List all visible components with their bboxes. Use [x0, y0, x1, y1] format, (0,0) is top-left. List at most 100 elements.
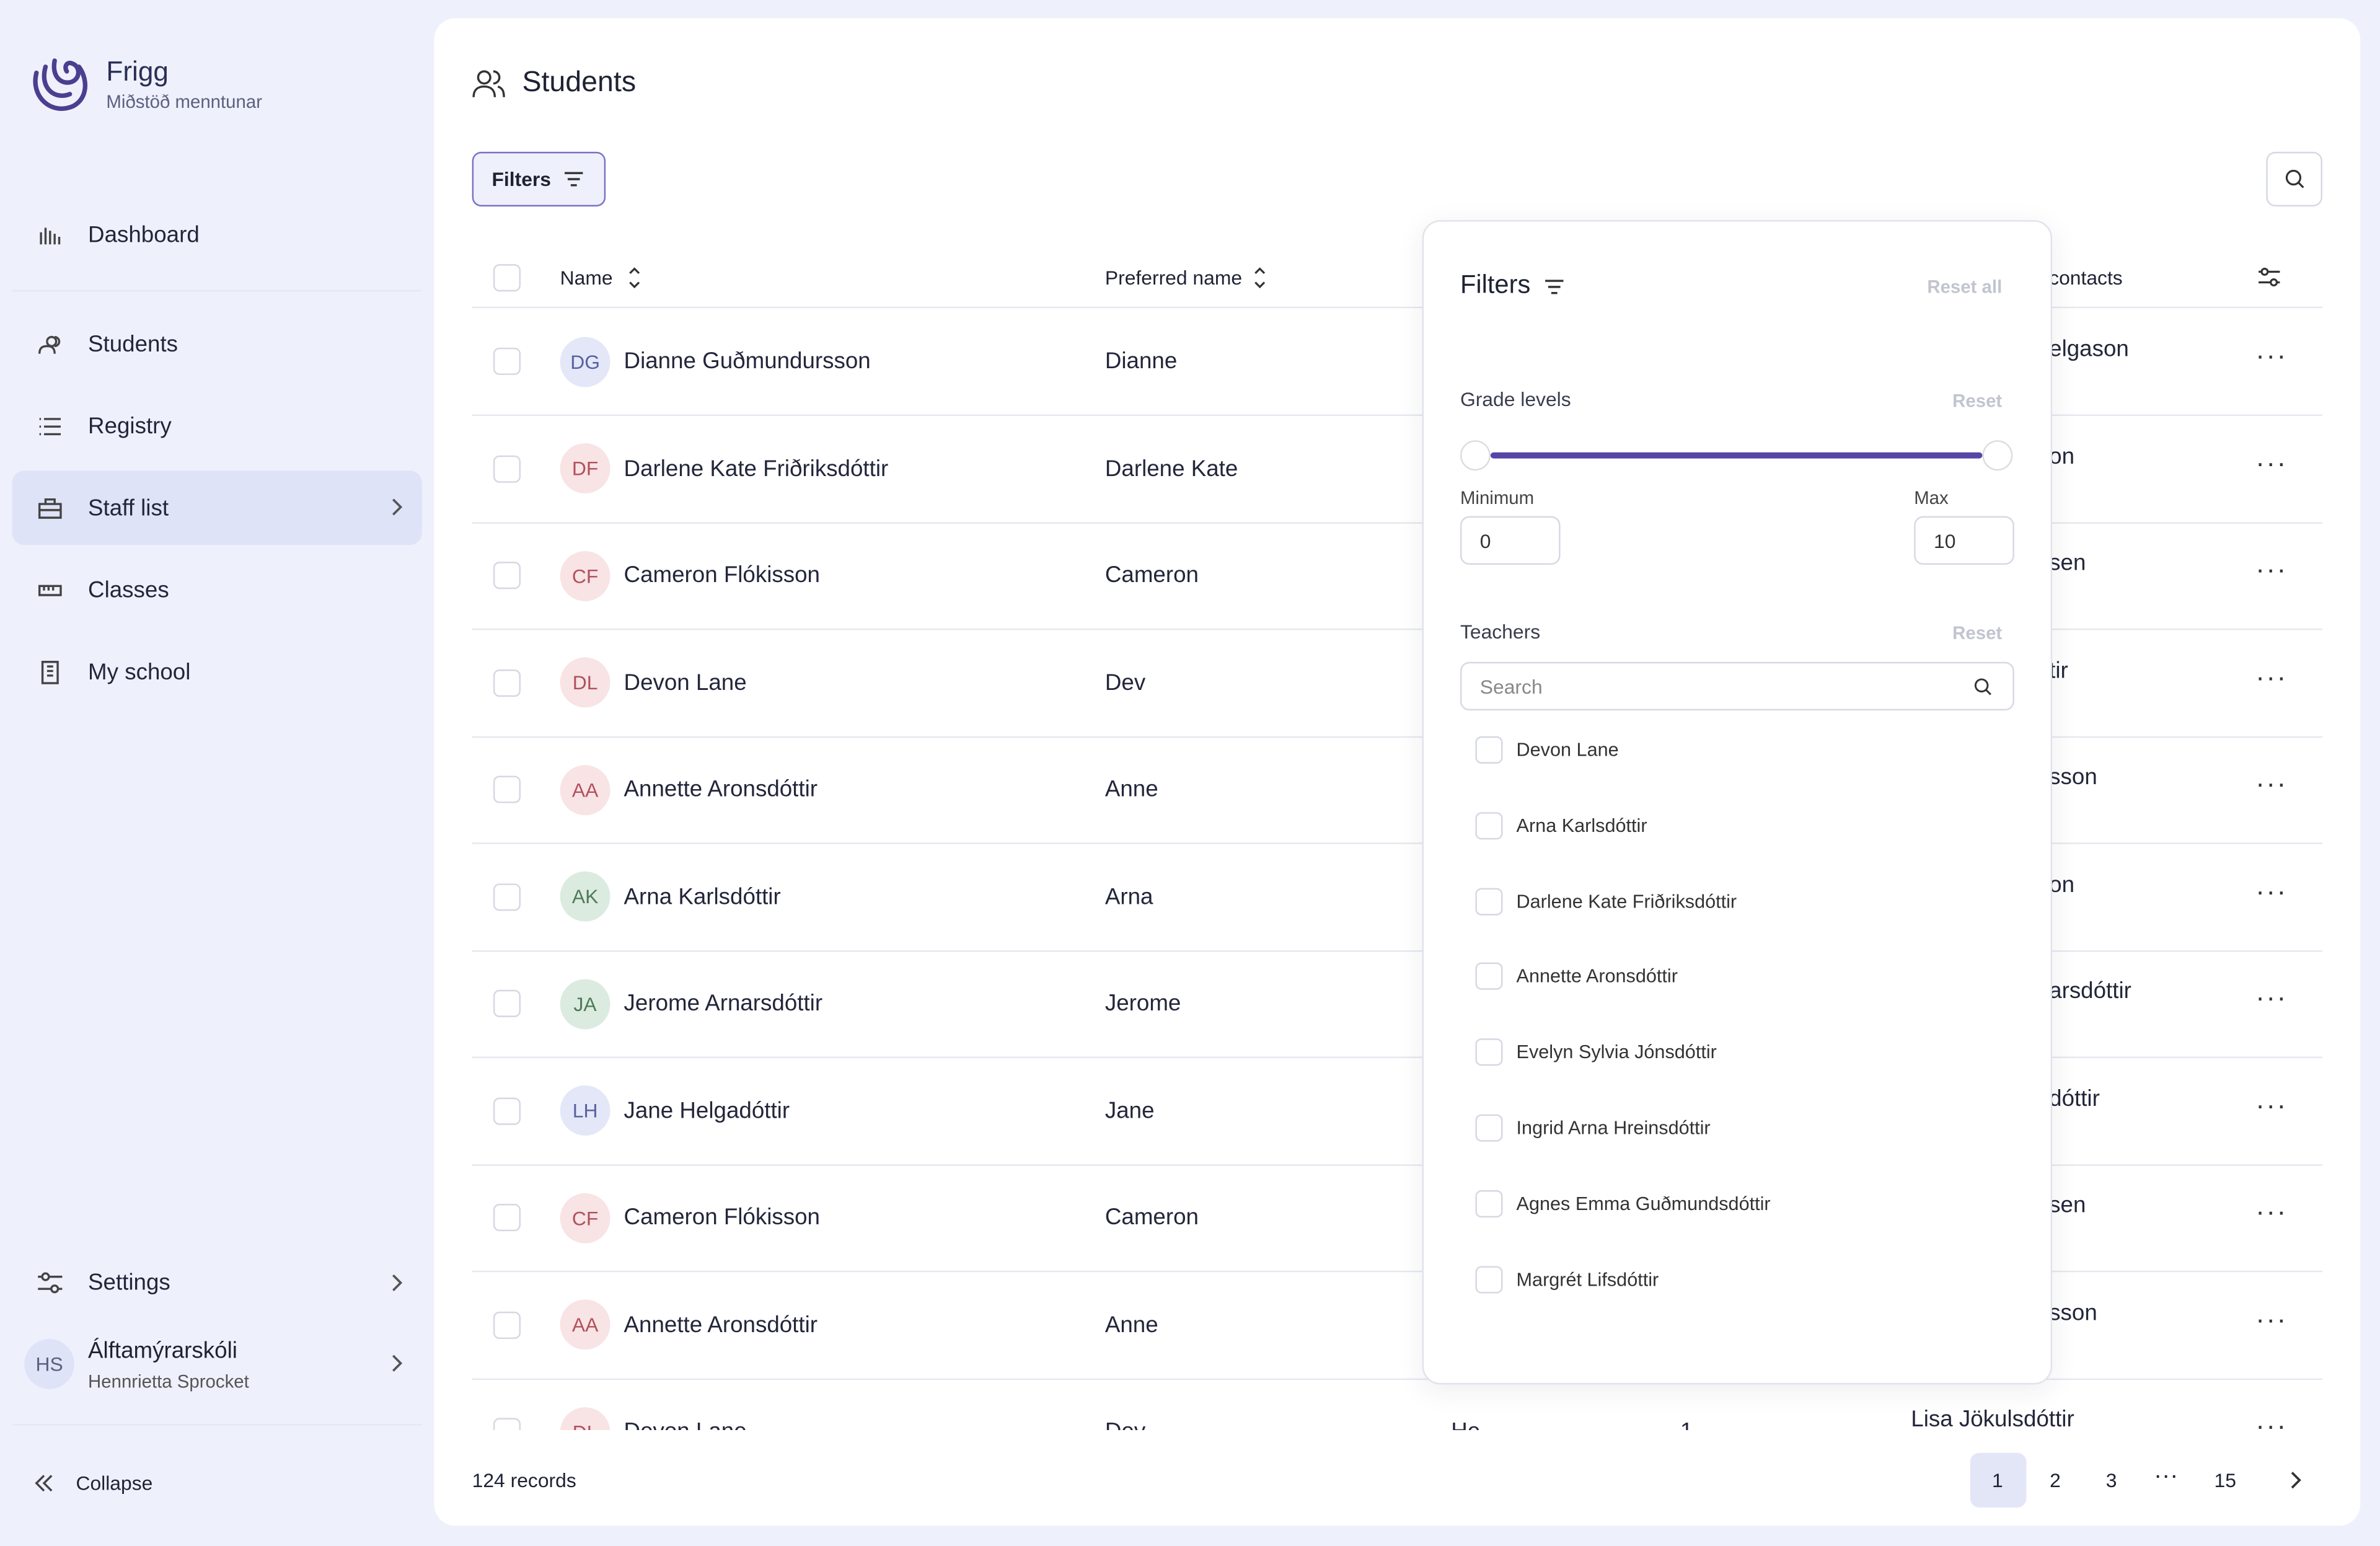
slider-handle[interactable]	[1982, 440, 2013, 471]
page-link[interactable]: 15	[2214, 1469, 2236, 1492]
nav-item[interactable]: Staff list	[88, 495, 169, 522]
row-menu[interactable]: ···	[2255, 447, 2288, 478]
teacher-name[interactable]: Devon Lane	[1516, 739, 1619, 761]
row-checkbox[interactable]	[493, 668, 521, 696]
nav-item[interactable]: My school	[88, 660, 191, 686]
row-checkbox[interactable]	[493, 1097, 521, 1124]
page-link[interactable]: 1	[1992, 1469, 2003, 1492]
nav-item[interactable]: Registry	[88, 413, 172, 440]
settings[interactable]: Settings	[88, 1270, 170, 1296]
row-checkbox[interactable]	[493, 775, 521, 803]
contact: Lisa Jökulsdóttir	[1911, 1406, 2074, 1430]
min-label: Minimum	[1460, 487, 1535, 509]
school[interactable]: Álftamýrarskóli	[88, 1338, 237, 1364]
teacher-checkbox[interactable]	[1475, 887, 1503, 915]
teacher-checkbox[interactable]	[1475, 1038, 1503, 1066]
page-link[interactable]: 3	[2105, 1469, 2117, 1492]
row-menu[interactable]: ···	[2255, 768, 2288, 799]
student-name[interactable]: Annette Aronsdóttir	[624, 1311, 818, 1338]
select-all[interactable]	[493, 264, 521, 292]
chevron	[392, 1274, 403, 1291]
row-menu[interactable]: ···	[2255, 1089, 2288, 1120]
teacher-checkbox[interactable]	[1475, 963, 1503, 991]
filters-button[interactable]	[472, 151, 606, 207]
column-header[interactable]: Preferred name	[1104, 266, 1243, 289]
max-input[interactable]: 10	[1914, 516, 2014, 565]
row-menu[interactable]: ···	[2255, 661, 2288, 692]
teacher-name[interactable]: Ingrid Arna Hreinsdóttir	[1516, 1117, 1711, 1139]
teacher-name[interactable]: Agnes Emma Guðmundsdóttir	[1516, 1193, 1771, 1214]
reset[interactable]: Reset	[1952, 622, 2003, 644]
student-name[interactable]: Annette Aronsdóttir	[624, 776, 818, 803]
column-header: contacts	[2049, 266, 2123, 289]
row-menu[interactable]: ···	[2255, 340, 2288, 371]
nav-item[interactable]: Students	[88, 332, 178, 358]
next-page[interactable]	[2288, 1470, 2306, 1491]
row-line	[472, 735, 2322, 737]
row-menu[interactable]: ···	[2255, 1303, 2288, 1334]
row-checkbox[interactable]	[493, 347, 521, 375]
row-checkbox[interactable]	[493, 454, 521, 482]
records: 124 records	[472, 1469, 576, 1492]
student-name[interactable]: Darlene Kate Friðriksdóttir	[624, 455, 889, 482]
student-name[interactable]: Dianne Guðmundursson	[624, 348, 871, 374]
contact: sen	[2049, 550, 2086, 576]
teacher-name[interactable]: Annette Aronsdóttir	[1516, 966, 1678, 987]
row-line	[472, 628, 2322, 630]
teacher-search[interactable]: Search	[1460, 661, 2014, 711]
row-checkbox[interactable]	[493, 1418, 521, 1430]
preferred-name: Anne	[1104, 1311, 1158, 1338]
row-menu[interactable]: ···	[2255, 1196, 2288, 1227]
nav-item[interactable]: Classes	[88, 577, 169, 604]
collapse[interactable]: Collapse	[76, 1472, 153, 1495]
contact: arsdóttir	[2049, 978, 2131, 1005]
teacher-name[interactable]: Evelyn Sylvia Jónsdóttir	[1516, 1041, 1717, 1063]
filters-button-label: Filters	[491, 167, 552, 191]
page-title: Students	[522, 66, 637, 99]
row-menu[interactable]: ···	[2255, 875, 2288, 906]
nav-icon	[39, 418, 61, 436]
reset[interactable]: Reset	[1952, 390, 2003, 412]
teacher-checkbox[interactable]	[1475, 1190, 1503, 1217]
student-name[interactable]: Cameron Flókisson	[624, 1204, 820, 1230]
row-checkbox[interactable]	[493, 883, 521, 911]
teacher-name[interactable]: Arna Karlsdóttir	[1516, 815, 1647, 836]
teacher-checkbox[interactable]	[1475, 736, 1503, 764]
page-link[interactable]: 2	[2050, 1469, 2061, 1492]
teacher-name[interactable]: Margrét Lifsdóttir	[1516, 1268, 1659, 1290]
column-header[interactable]: Name	[560, 266, 613, 289]
teachers-label: Teachers	[1460, 620, 1541, 643]
row-checkbox[interactable]	[493, 989, 521, 1017]
row-checkbox[interactable]	[493, 1204, 521, 1232]
student-name[interactable]: Devon Lane	[624, 1419, 747, 1430]
student-name[interactable]: Arna Karlsdóttir	[624, 883, 781, 909]
nav-item[interactable]: Dashboard	[88, 222, 200, 249]
preferred-name: Dev	[1104, 669, 1146, 696]
student-name[interactable]: Jane Helgadóttir	[624, 1097, 790, 1124]
nav-icon	[38, 498, 62, 519]
row-menu[interactable]: ···	[2255, 982, 2288, 1013]
row-menu[interactable]: ···	[2255, 1410, 2288, 1430]
contact: elgason	[2049, 336, 2129, 363]
student-name[interactable]: Cameron Flókisson	[624, 562, 820, 588]
student-name[interactable]: Devon Lane	[624, 669, 747, 696]
student-name[interactable]: Jerome Arnarsdóttir	[624, 990, 823, 1017]
teacher-checkbox[interactable]	[1475, 811, 1503, 839]
min-input[interactable]: 0	[1460, 516, 1561, 565]
row-checkbox[interactable]	[493, 1310, 521, 1338]
columns-icon[interactable]	[2257, 266, 2281, 290]
sort-icon	[1254, 267, 1266, 289]
teacher-name[interactable]: Darlene Kate Friðriksdóttir	[1516, 890, 1737, 912]
row-menu[interactable]: ···	[2255, 554, 2288, 585]
slider-handle[interactable]	[1460, 440, 1491, 471]
user-avatar: HS	[24, 1339, 75, 1389]
row-checkbox[interactable]	[493, 562, 521, 590]
teacher-checkbox[interactable]	[1475, 1265, 1503, 1293]
active-nav-bg	[12, 470, 422, 546]
search-button[interactable]	[2266, 151, 2322, 207]
teacher-checkbox[interactable]	[1475, 1114, 1503, 1142]
pronoun: He	[1451, 1419, 1480, 1430]
logo	[33, 58, 87, 111]
reset-all[interactable]: Reset all	[1927, 276, 2003, 298]
